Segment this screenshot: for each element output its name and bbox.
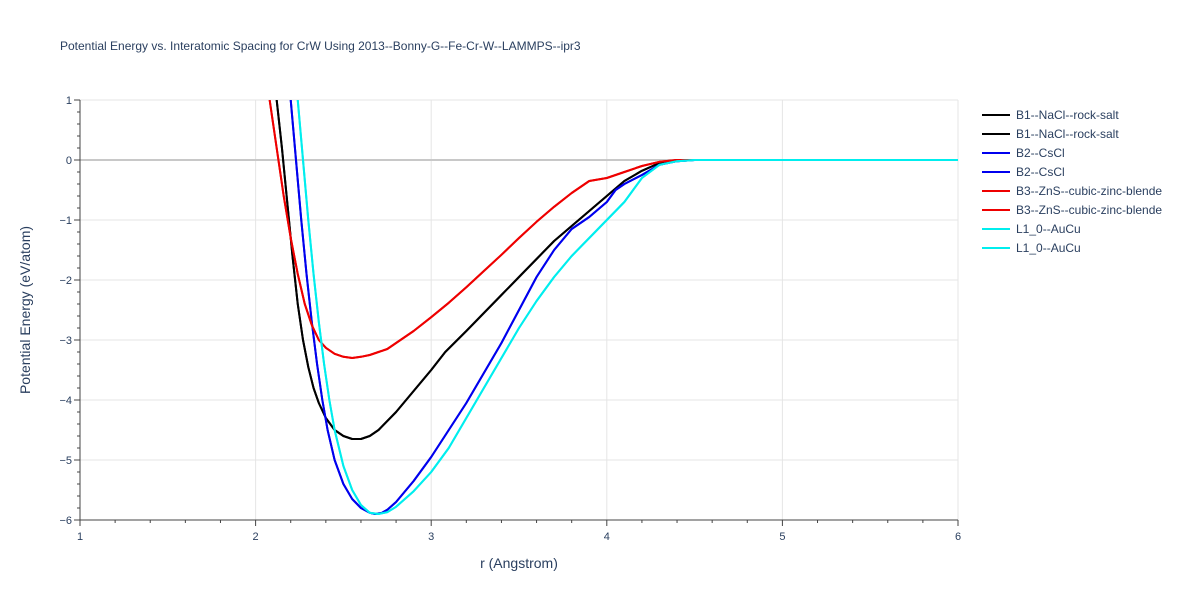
legend-item[interactable]: B2--CsCl [982,146,1065,160]
series-line-2 [289,100,958,515]
legend-item[interactable]: L1_0--AuCu [982,222,1081,236]
series-line-0 [275,100,958,440]
legend-item[interactable]: B3--ZnS--cubic-zinc-blende [982,203,1162,217]
y-tick-label: 1 [66,95,72,107]
x-tick-label: 6 [955,531,961,543]
series-line-4 [268,100,958,359]
series-line-5 [268,100,958,359]
legend-label: L1_0--AuCu [1016,241,1081,255]
legend-label: B2--CsCl [1016,146,1065,160]
y-tick-label: −6 [59,515,72,527]
x-tick-label: 2 [253,531,259,543]
y-tick-label: −3 [59,335,72,347]
x-tick-label: 4 [604,531,610,543]
tick-labels: 1 2 3 4 5 6 1 0 −1 −2 −3 −4 −5 −6 [59,95,961,543]
series-line-7 [296,100,958,515]
legend-label: L1_0--AuCu [1016,222,1081,236]
grid-lines [80,99,959,520]
x-tick-label: 1 [77,531,83,543]
y-axis-label: Potential Energy (eV/atom) [17,226,33,394]
legend-label: B3--ZnS--cubic-zinc-blende [1016,184,1162,198]
series-line-3 [289,100,958,515]
y-tick-label: −5 [59,455,72,467]
legend-item[interactable]: L1_0--AuCu [982,241,1081,255]
y-tick-label: 0 [66,155,72,167]
legend: B1--NaCl--rock-salt B1--NaCl--rock-salt B2… [982,108,1162,255]
legend-item[interactable]: B3--ZnS--cubic-zinc-blende [982,184,1162,198]
series-line-6 [296,100,958,515]
chart-title: Potential Energy vs. Interatomic Spacing… [60,39,581,53]
axes [74,99,959,526]
legend-label: B3--ZnS--cubic-zinc-blende [1016,203,1162,217]
x-axis-label: r (Angstrom) [480,555,558,571]
x-tick-label: 5 [779,531,785,543]
legend-item[interactable]: B1--NaCl--rock-salt [982,108,1119,122]
series-line-1 [275,100,958,440]
y-tick-label: −1 [59,215,72,227]
legend-label: B2--CsCl [1016,165,1065,179]
legend-label: B1--NaCl--rock-salt [1016,108,1119,122]
x-tick-label: 3 [428,531,434,543]
y-tick-label: −4 [59,395,72,407]
legend-label: B1--NaCl--rock-salt [1016,127,1119,141]
legend-item[interactable]: B2--CsCl [982,165,1065,179]
series-lines [268,100,958,515]
y-tick-label: −2 [59,275,72,287]
legend-item[interactable]: B1--NaCl--rock-salt [982,127,1119,141]
